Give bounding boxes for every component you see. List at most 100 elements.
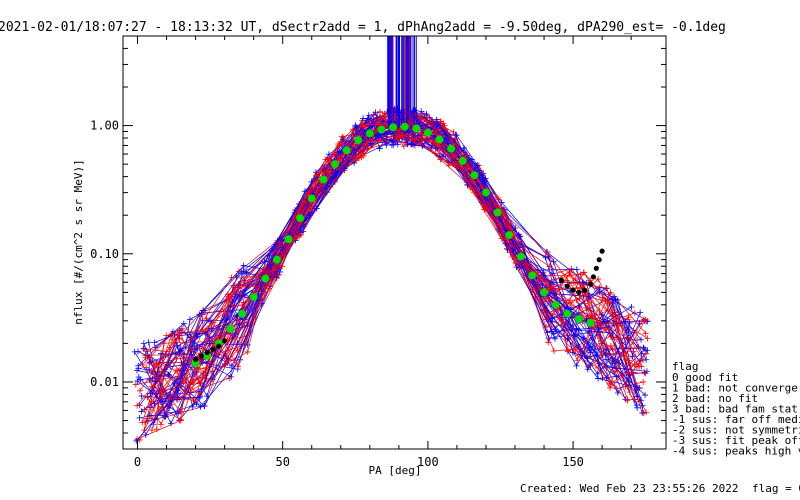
plus-marker [267,261,274,268]
plus-marker [423,110,430,117]
fit-point [574,315,583,323]
plus-marker [581,352,588,359]
legend-entry: -4 sus: peaks high v [672,445,800,458]
plus-marker [551,335,558,342]
plus-marker [333,151,340,158]
plus-marker [603,285,610,292]
plus-marker [568,265,575,272]
measured-point [216,343,222,349]
fit-point [377,125,386,134]
plus-marker [614,389,621,396]
plus-marker [629,353,636,360]
plus-marker [151,339,158,346]
legend-entry: -2 sus: not symmetri [672,424,800,437]
plus-marker [609,359,616,366]
scatter-trace [154,123,630,420]
plus-marker [279,263,286,270]
scatter-trace [156,113,629,430]
plus-marker [572,346,579,353]
measured-point [222,338,228,344]
x-axis-label: PA [deg] [369,464,422,477]
plus-marker [276,242,283,249]
plus-marker [177,345,184,352]
plus-marker [569,349,576,356]
plus-marker [603,285,610,292]
plus-marker [564,348,571,355]
plus-marker [633,363,640,370]
flag-footer: flag = 0 [752,482,800,495]
legend-entry: 3 bad: bad fam stat [672,403,798,416]
plus-marker [543,278,550,285]
plus-marker [600,318,607,325]
scatter-trace [151,127,646,431]
plus-marker [626,389,633,396]
fit-point [284,235,293,244]
measured-point [576,289,582,295]
plus-marker [452,135,459,142]
legend-entry: -1 sus: far off media [672,413,800,426]
plus-marker [400,143,407,150]
plus-marker [544,249,551,256]
fit-point [249,293,258,301]
plus-marker [450,160,457,167]
plus-marker [595,375,602,382]
plus-marker [609,330,616,337]
plus-marker [419,137,426,144]
plus-marker [313,205,320,212]
fit-point [540,288,548,297]
plus-marker [573,362,580,369]
plus-marker [573,266,580,273]
plus-marker [502,240,509,247]
plus-marker [193,400,200,407]
plus-marker [142,431,149,438]
scatter-trace [145,112,634,414]
plus-marker [228,373,235,380]
plus-marker [147,390,154,397]
plus-marker [539,298,546,305]
plus-marker [176,327,183,334]
plus-marker [428,142,435,149]
plus-marker [240,262,247,269]
plus-marker [180,320,187,327]
plus-marker [639,402,646,409]
fit-point [586,318,595,327]
plus-marker [584,366,591,373]
plus-marker [324,168,331,175]
plus-marker [576,295,583,302]
fit-point [296,214,305,223]
plus-marker [642,392,649,399]
plus-marker [197,403,204,410]
plot-frame [122,35,667,450]
plus-marker [146,366,153,373]
plus-marker [232,330,239,337]
fit-point [458,156,467,165]
fit-point [435,135,444,144]
scatter-trace [135,109,638,396]
plus-marker [642,316,649,323]
y-tick-label: 1.00 [90,119,119,133]
plus-marker [642,330,649,337]
legend-entry: 0 good fit [672,371,738,384]
plus-marker [494,194,501,201]
scatter-trace [139,109,645,406]
plus-marker [640,357,647,364]
plus-marker [340,136,347,143]
plus-marker [460,144,467,151]
fit-point [412,124,421,133]
legend-title: flag [672,360,699,373]
plus-marker [192,398,199,405]
plus-marker [192,346,199,353]
plus-marker [148,415,155,422]
plus-marker [299,199,306,206]
plus-marker [372,109,379,116]
plus-marker [306,206,313,213]
plus-marker [157,421,164,428]
plus-marker [542,311,549,318]
fit-curve-layer [191,122,605,368]
plus-marker [292,229,299,236]
plus-marker [542,254,549,261]
plus-marker [186,316,193,323]
plus-marker [567,299,574,306]
measured-point [204,349,210,355]
fit-point [493,208,502,217]
